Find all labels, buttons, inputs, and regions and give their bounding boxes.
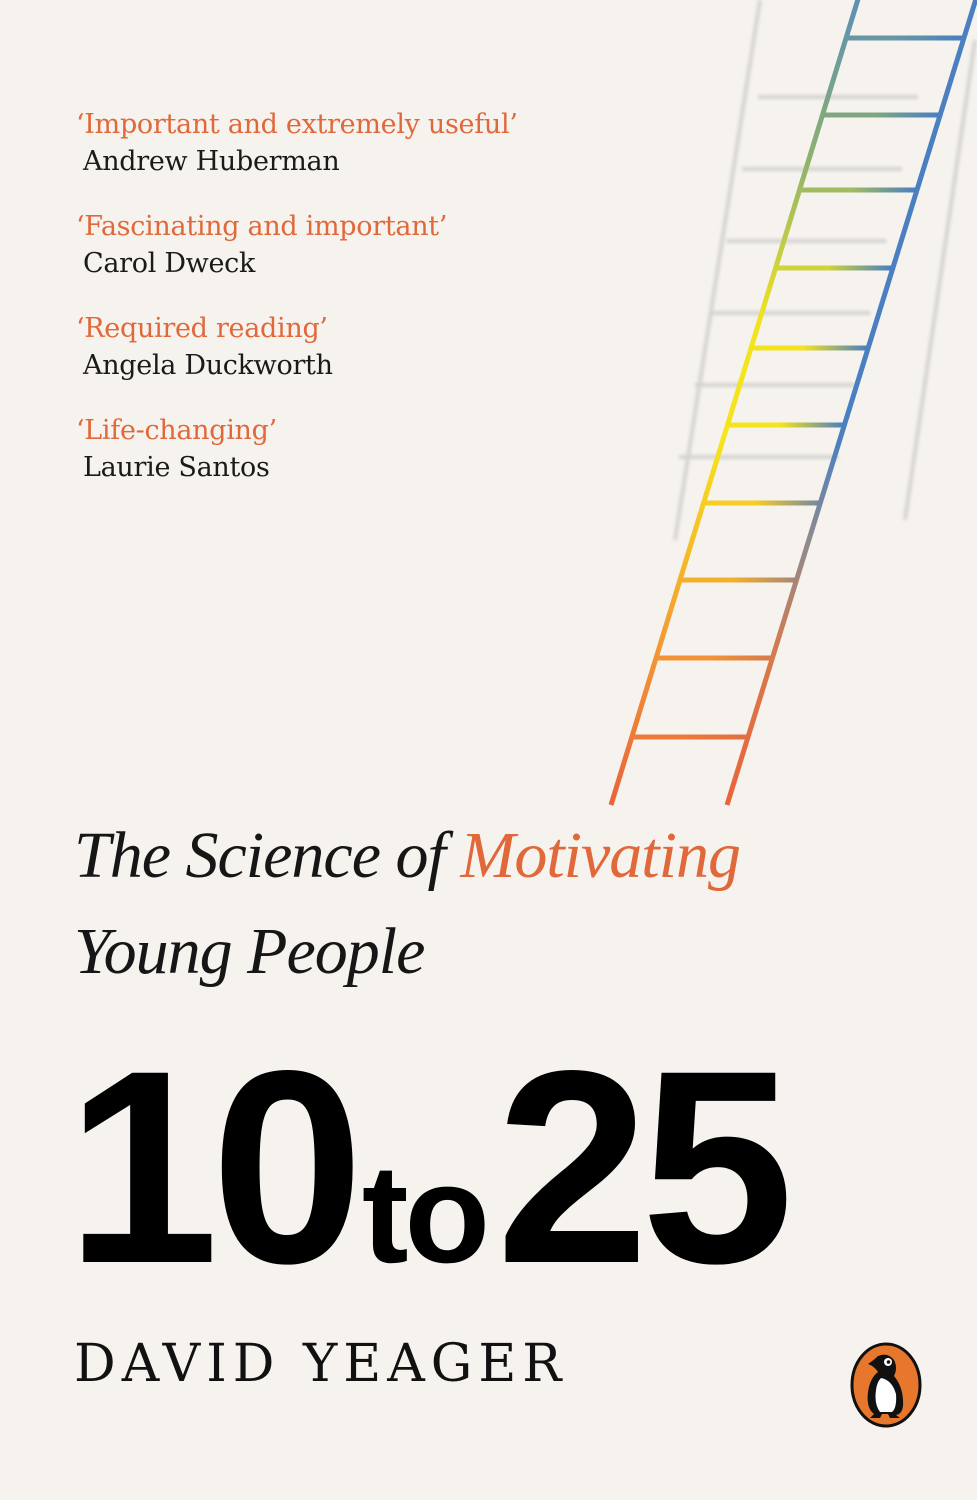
- ladder-rung: [727, 422, 844, 428]
- endorsements: ‘Important and extremely useful’ Andrew …: [76, 106, 518, 514]
- endorsement-author: Laurie Santos: [83, 452, 270, 483]
- ladder-right-rail: [724, 0, 977, 806]
- endorsement-author: Andrew Huberman: [83, 146, 340, 177]
- book-author: DAVID YEAGER: [74, 1334, 568, 1394]
- endorsement-quote: ‘Important and extremely useful’: [76, 109, 518, 140]
- penguin-logo: [850, 1342, 922, 1428]
- subtitle-accent: Motivating: [460, 819, 741, 892]
- endorsement: ‘Life-changing’ Laurie Santos: [76, 412, 518, 486]
- ladder-shadow-rung: [742, 167, 903, 171]
- endorsement-quote: ‘Life-changing’: [76, 415, 277, 446]
- book-subtitle: The Science of Motivating Young People: [74, 808, 741, 1000]
- title-to: to: [361, 1135, 490, 1292]
- endorsement-author: Angela Duckworth: [83, 350, 333, 381]
- subtitle-text: The Science of: [74, 819, 461, 892]
- ladder-shadow: [673, 0, 977, 541]
- subtitle-text-line2: Young People: [74, 915, 425, 988]
- ladder-rung: [751, 345, 868, 351]
- endorsement: ‘Important and extremely useful’ Andrew …: [76, 106, 518, 180]
- ladder-shadow-rail: [903, 39, 977, 521]
- endorsement-author: Carol Dweck: [83, 248, 256, 279]
- ladder-rung: [631, 734, 748, 740]
- ladder-shadow-rung: [678, 455, 839, 459]
- ladder-rung: [775, 265, 892, 271]
- ladder-rung: [822, 112, 939, 118]
- ladder-shadow-rung: [726, 239, 887, 243]
- ladder-rung: [846, 35, 963, 41]
- ladder-shadow-rail: [673, 0, 762, 541]
- endorsement-quote: ‘Required reading’: [76, 313, 328, 344]
- ladder-rungs: [631, 35, 963, 740]
- ladder-rung: [703, 500, 820, 506]
- ladder-shadow-rung: [710, 311, 871, 315]
- ladder-shadow-rung: [694, 383, 855, 387]
- title-number-10: 10: [66, 1014, 364, 1321]
- ladder-rung: [799, 187, 916, 193]
- book-title: 10to25: [66, 1030, 794, 1305]
- ladder-rung: [656, 655, 773, 661]
- ladder-illustration: [608, 0, 977, 806]
- endorsement: ‘Fascinating and important’ Carol Dweck: [76, 208, 518, 282]
- endorsement-quote: ‘Fascinating and important’: [76, 211, 448, 242]
- ladder-left-rail: [608, 0, 861, 806]
- endorsement: ‘Required reading’ Angela Duckworth: [76, 310, 518, 384]
- ladder-shadow-rung: [758, 95, 918, 99]
- title-number-25: 25: [496, 1014, 794, 1321]
- ladder-rung: [679, 577, 796, 583]
